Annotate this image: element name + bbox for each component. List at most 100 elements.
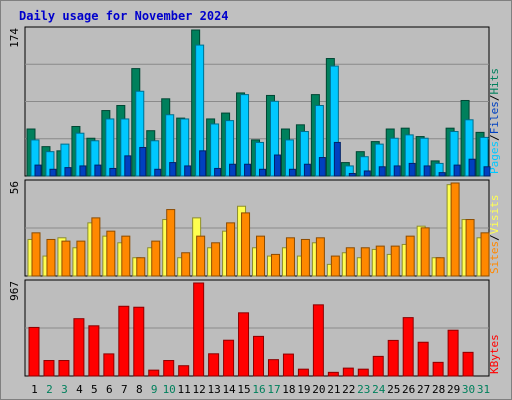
legend: Sites/Visits <box>488 195 501 275</box>
sites-bar <box>285 237 295 277</box>
kbytes-bar <box>372 355 384 377</box>
legend-item-visits: Visits <box>488 195 501 235</box>
day-label: 7 <box>121 383 128 396</box>
day-label: 13 <box>207 383 220 396</box>
panel-sites-visits: 56 Sites/Visits <box>8 179 501 277</box>
panel-kbytes: 967 KBytes <box>8 279 501 377</box>
sites-bar <box>270 253 280 277</box>
kbytes-bar <box>73 318 85 377</box>
sites-bar <box>91 217 101 277</box>
kbytes-bar <box>118 305 130 377</box>
day-label: 15 <box>237 383 250 396</box>
pages-bar <box>169 162 177 177</box>
pages-bar <box>483 166 491 177</box>
day-label: 16 <box>252 383 265 396</box>
sites-bar <box>450 182 460 277</box>
pages-bar <box>229 163 237 177</box>
pages-bar <box>94 164 102 177</box>
pages-bar <box>318 157 326 177</box>
legend-separator: / <box>488 234 501 241</box>
day-label: 11 <box>178 383 191 396</box>
kbytes-bar <box>88 325 100 377</box>
legend: Pages/Files/Hits <box>488 68 501 174</box>
day-label: 5 <box>91 383 98 396</box>
kbytes-bar <box>312 304 324 377</box>
sites-bar <box>375 245 385 277</box>
pages-bar <box>259 168 267 177</box>
sites-bar <box>136 257 146 277</box>
kbytes-bar <box>28 326 40 377</box>
pages-bar <box>303 163 311 177</box>
kbytes-bar <box>58 360 70 377</box>
kbytes-bar <box>447 329 459 377</box>
sites-bar <box>196 235 206 277</box>
sites-bar <box>46 238 56 277</box>
sites-bar <box>256 235 266 277</box>
pages-bar <box>273 154 281 177</box>
kbytes-bar <box>193 282 205 377</box>
sites-bar <box>390 245 400 277</box>
kbytes-bar <box>238 312 250 377</box>
pages-bar <box>139 146 147 177</box>
day-axis: 1 2 3 4 5 6 7 8 9 10 11 12 13 14 15 16 17 18 19 20 21 22 23 24 2… <box>31 383 490 396</box>
day-label: 22 <box>342 383 355 396</box>
sites-bar <box>151 240 161 277</box>
pages-bar <box>214 167 222 177</box>
pages-bar <box>199 150 207 177</box>
sites-bar <box>121 235 131 277</box>
kbytes-bar <box>223 339 235 377</box>
day-label: 21 <box>327 383 340 396</box>
day-label: 12 <box>193 383 206 396</box>
day-label: 14 <box>222 383 236 396</box>
pages-bar <box>34 164 42 177</box>
max-value-label: 56 <box>8 181 21 194</box>
legend-item-kbytes: KBytes <box>488 334 501 374</box>
pages-bar <box>393 165 401 177</box>
day-label: 30 <box>462 383 475 396</box>
sites-bar <box>330 255 340 277</box>
kbytes-bar <box>267 359 279 377</box>
legend-item-sites: Sites <box>488 241 501 274</box>
pages-bar <box>184 165 192 177</box>
day-label: 10 <box>163 383 176 396</box>
day-label: 26 <box>402 383 415 396</box>
day-label: 19 <box>297 383 310 396</box>
sites-bar <box>465 219 475 277</box>
kbytes-bar <box>43 360 55 377</box>
sites-bar <box>435 257 445 277</box>
pages-bar <box>348 172 356 177</box>
kbytes-bar <box>178 365 190 377</box>
day-label: 17 <box>267 383 280 396</box>
day-label: 28 <box>432 383 445 396</box>
sites-bar <box>166 209 176 277</box>
pages-bar <box>468 158 476 177</box>
pages-bar <box>79 165 87 177</box>
pages-bar <box>438 172 446 177</box>
day-label: 3 <box>61 383 68 396</box>
kbytes-bar <box>432 361 444 377</box>
sites-bar <box>480 232 490 277</box>
pages-bar <box>363 170 371 177</box>
sites-bar <box>226 222 236 277</box>
sites-bar <box>61 240 71 277</box>
legend-separator: / <box>488 95 501 102</box>
day-label: 29 <box>447 383 460 396</box>
sites-bar <box>405 235 415 277</box>
day-label: 2 <box>46 383 53 396</box>
kbytes-bar <box>402 317 414 377</box>
legend: KBytes <box>488 334 501 374</box>
pages-bar <box>423 165 431 177</box>
pages-bar <box>124 155 132 177</box>
kbytes-bar <box>297 368 309 377</box>
day-label: 23 <box>357 383 370 396</box>
kbytes-bar <box>282 353 294 377</box>
day-label: 4 <box>76 383 83 396</box>
pages-bar <box>288 168 296 177</box>
pages-bar <box>408 162 416 177</box>
kbytes-bar <box>357 368 369 377</box>
legend-item-files: Files <box>488 101 501 134</box>
day-label: 8 <box>136 383 143 396</box>
kbytes-bar <box>253 335 265 377</box>
pages-bar <box>378 166 386 177</box>
